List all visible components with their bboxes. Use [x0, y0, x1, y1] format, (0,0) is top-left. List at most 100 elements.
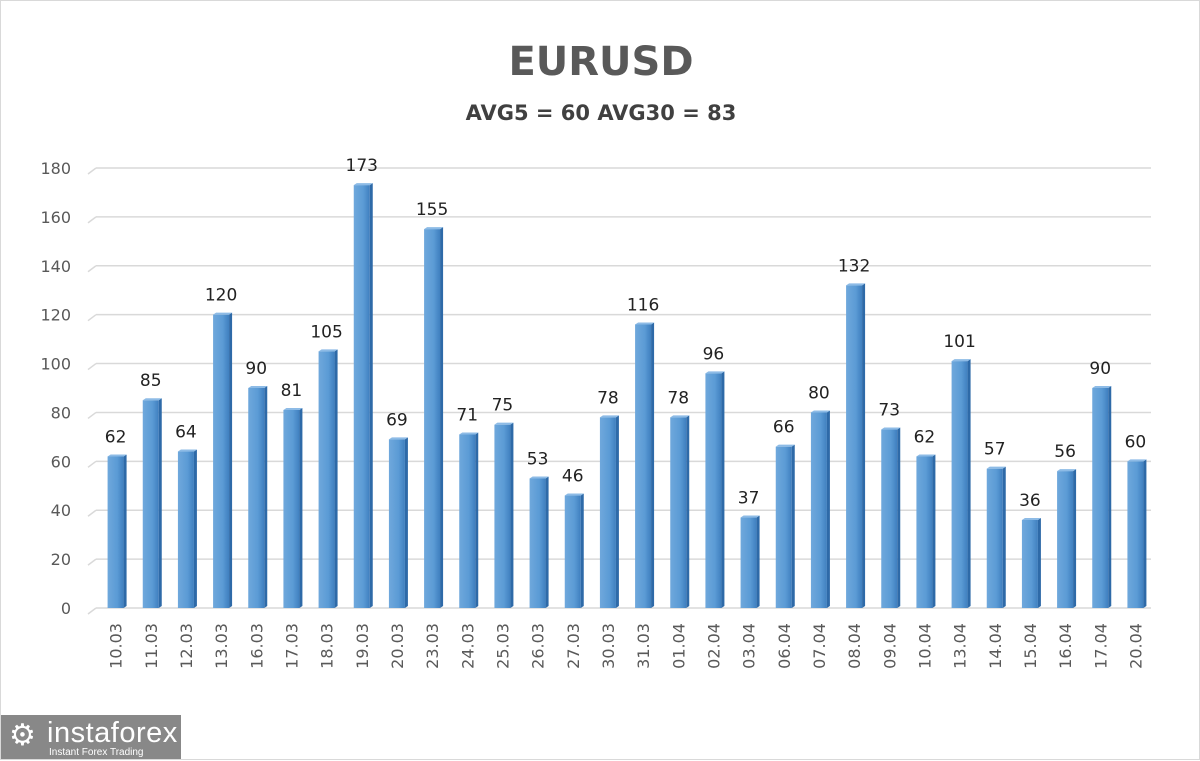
bar — [951, 361, 968, 608]
x-tick-label: 03.04 — [740, 623, 759, 669]
y-tick-label: 20 — [51, 550, 71, 569]
bar — [1057, 471, 1074, 608]
bar-top — [107, 454, 127, 457]
data-label: 62 — [914, 427, 936, 447]
bar-top — [740, 515, 760, 518]
x-tick-label: 16.03 — [247, 623, 266, 669]
bar — [775, 446, 792, 608]
data-label: 69 — [386, 410, 408, 430]
data-label: 120 — [205, 286, 237, 306]
data-label: 53 — [527, 449, 549, 469]
gridline-depth — [87, 411, 97, 420]
data-label: 66 — [773, 418, 795, 438]
bar — [459, 434, 476, 608]
bar-side — [369, 183, 373, 608]
y-tick-label: 180 — [40, 159, 71, 178]
bar-side — [756, 515, 760, 608]
data-label: 80 — [808, 383, 830, 403]
x-tick-label: 24.03 — [458, 623, 477, 669]
logo-name: instaforex — [47, 717, 178, 749]
data-label: 71 — [456, 405, 478, 425]
x-tick-label: 18.03 — [318, 623, 337, 669]
bar-side — [545, 476, 549, 608]
gridline-depth — [87, 314, 97, 322]
bar-top — [775, 444, 795, 447]
bar-top — [635, 322, 655, 325]
chart-title: EURUSD — [508, 39, 694, 85]
instaforex-logo: ⚙ instaforex Instant Forex Trading — [1, 715, 181, 759]
y-tick-label: 0 — [61, 599, 71, 618]
x-tick-label: 30.03 — [599, 623, 618, 669]
bar — [846, 285, 863, 608]
data-label: 81 — [281, 381, 303, 401]
bar-side — [229, 312, 233, 608]
bar-top — [881, 427, 901, 430]
bar-top — [248, 386, 268, 388]
bar-side — [862, 283, 866, 608]
bar-side — [580, 493, 584, 608]
data-label: 78 — [667, 388, 689, 408]
x-tick-label: 16.04 — [1056, 623, 1075, 669]
y-tick-label: 40 — [51, 501, 71, 520]
bar-top — [318, 349, 338, 352]
x-tick-label: 01.04 — [669, 623, 688, 669]
bar-side — [932, 454, 936, 608]
y-tick-label: 80 — [51, 403, 71, 422]
bar-side — [1002, 466, 1006, 608]
data-label: 90 — [1089, 359, 1111, 379]
bar — [599, 417, 616, 608]
bar — [248, 388, 265, 608]
logo-tagline: Instant Forex Trading — [49, 747, 144, 758]
data-label: 155 — [416, 200, 448, 220]
bar — [529, 478, 546, 608]
bar-side — [651, 322, 655, 608]
bar — [740, 517, 757, 608]
gridline-depth — [87, 607, 97, 615]
x-tick-label: 26.03 — [529, 623, 548, 669]
gridline-depth — [87, 362, 97, 371]
bar — [177, 451, 194, 608]
bar-top — [283, 408, 303, 410]
data-label: 90 — [245, 359, 267, 379]
data-label: 132 — [838, 256, 870, 276]
chart-subtitle: AVG5 = 60 AVG30 = 83 — [465, 101, 737, 125]
x-tick-label: 13.03 — [212, 623, 231, 669]
bar-top — [564, 493, 584, 496]
bar — [424, 229, 441, 608]
bar-top — [670, 415, 690, 418]
bar-side — [721, 371, 725, 608]
bar — [810, 412, 827, 608]
gridline-depth — [87, 265, 97, 273]
bar-side — [1108, 386, 1112, 608]
gridline-depth — [87, 509, 97, 517]
bar-side — [510, 422, 514, 608]
data-label: 46 — [562, 467, 584, 487]
data-label: 85 — [140, 371, 162, 391]
data-label: 57 — [984, 440, 1006, 460]
bar — [635, 324, 652, 608]
bar — [107, 456, 124, 608]
bar — [283, 410, 300, 608]
bar — [213, 314, 230, 608]
gridline-depth — [87, 460, 97, 468]
x-tick-label: 27.03 — [564, 623, 583, 669]
bar — [1127, 461, 1144, 608]
data-label: 96 — [703, 344, 725, 364]
bar-top — [846, 283, 866, 286]
data-label: 36 — [1019, 491, 1041, 511]
bar — [1092, 388, 1109, 608]
bar-side — [158, 398, 162, 608]
bar-side — [299, 408, 303, 608]
x-tick-label: 14.04 — [986, 623, 1005, 669]
bar — [1021, 520, 1038, 608]
x-tick-label: 10.03 — [107, 623, 126, 669]
bar-side — [475, 432, 479, 608]
y-tick-label: 100 — [40, 355, 71, 374]
x-tick-label: 20.04 — [1126, 623, 1145, 669]
data-label: 173 — [346, 156, 378, 176]
bar-top — [1092, 386, 1112, 388]
data-label: 56 — [1054, 442, 1076, 462]
bar — [388, 439, 405, 608]
data-label: 116 — [627, 295, 659, 315]
